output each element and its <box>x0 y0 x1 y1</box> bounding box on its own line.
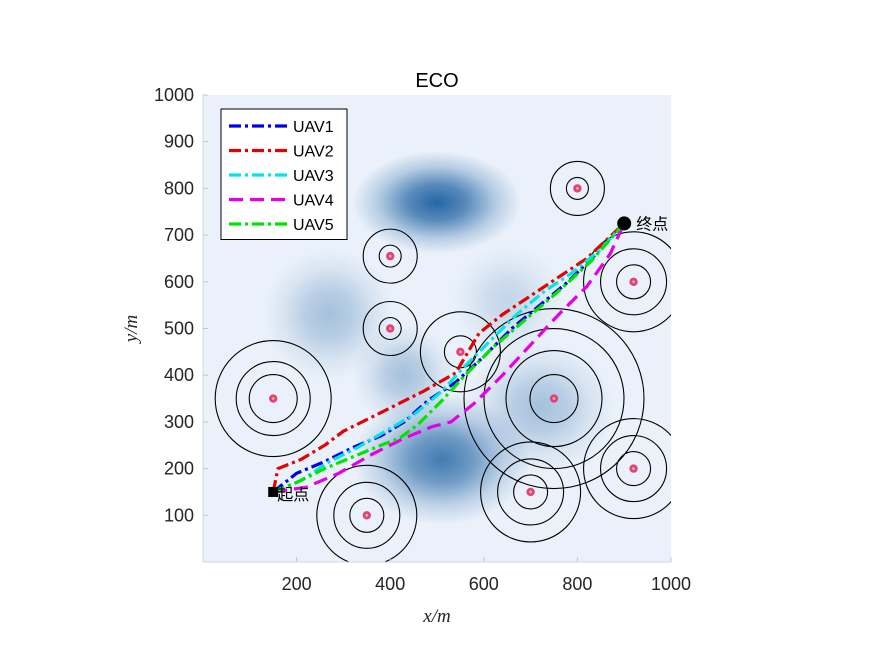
legend: UAV1 UAV2 UAV3 UAV4 UAV5 <box>220 108 348 240</box>
obstacle-center-core <box>632 467 635 470</box>
obstacle-ring <box>600 248 668 316</box>
series-line-uav3 <box>272 222 626 494</box>
legend-label-uav3: UAV3 <box>293 168 334 185</box>
obstacle-ring <box>505 349 603 448</box>
obstacle-ring <box>378 244 402 268</box>
y-tick-label: 400 <box>164 365 194 385</box>
obstacle-ring <box>513 474 549 510</box>
terrain-peak <box>352 323 456 427</box>
legend-label-uav5: UAV5 <box>293 217 334 234</box>
y-tick-label: 1000 <box>154 85 194 105</box>
y-tick-label: 100 <box>164 505 194 525</box>
obstacle-ring <box>349 497 385 533</box>
start-label: 起点 <box>277 485 309 504</box>
obstacle-center-core <box>388 327 392 330</box>
y-tick-label: 300 <box>164 412 194 432</box>
obstacle-ring <box>235 360 311 437</box>
obstacle-layer <box>214 160 671 562</box>
series-layer <box>271 222 626 494</box>
obstacle-ring <box>248 373 298 424</box>
obstacle-ring <box>616 264 652 300</box>
end-label: 终点 <box>636 214 668 233</box>
obstacle-ring <box>600 435 668 503</box>
obstacle-ring <box>378 316 402 341</box>
obstacle-ring <box>419 311 501 393</box>
obstacle-ring <box>565 176 589 200</box>
obstacle-ring <box>583 418 671 520</box>
obstacle-center-core <box>529 490 532 494</box>
obstacle-center-core <box>365 513 369 517</box>
y-tick-label: 700 <box>164 225 194 245</box>
obstacle-ring <box>463 307 645 490</box>
obstacle-ring <box>480 441 582 543</box>
obstacle-ring <box>497 458 565 526</box>
obstacle-center-core <box>576 187 579 190</box>
obstacle-ring <box>316 464 418 562</box>
series-line-uav4 <box>272 222 626 494</box>
terrain-peak <box>451 244 564 357</box>
legend-label-uav1: UAV1 <box>293 119 334 136</box>
x-tick-label: 800 <box>562 574 592 594</box>
y-tick-label: 600 <box>164 272 194 292</box>
obstacle-ring <box>483 327 625 470</box>
obstacle-center-core <box>632 280 635 284</box>
obstacle-ring <box>214 339 332 458</box>
x-tick-label: 600 <box>469 574 499 594</box>
y-tick-label: 200 <box>164 459 194 479</box>
obstacle-ring <box>529 373 579 424</box>
y-tick-label: 900 <box>164 132 194 152</box>
series-line-uav5 <box>272 222 626 494</box>
start-marker <box>268 486 279 497</box>
obstacle-ring <box>362 228 418 284</box>
x-tick-label: 1000 <box>651 574 691 594</box>
x-tick-label: 400 <box>375 574 405 594</box>
obstacle-center-core <box>388 254 392 258</box>
legend-label-uav2: UAV2 <box>293 144 334 161</box>
y-tick-label: 800 <box>164 178 194 198</box>
obstacle-center-core <box>271 397 275 400</box>
terrain-peak <box>465 342 615 474</box>
y-tick-label: 500 <box>164 319 194 339</box>
obstacle-center-core <box>552 397 556 400</box>
terrain-peak <box>352 151 522 254</box>
chart-title: ECO <box>415 70 458 92</box>
obstacle-ring <box>362 300 418 357</box>
endpoint-layer: 起点 终点 <box>268 214 668 504</box>
obstacle-center-core <box>459 350 462 354</box>
obstacle-ring <box>549 160 605 216</box>
x-axis-label: x/m <box>422 606 450 627</box>
obstacle-ring <box>333 481 401 549</box>
end-marker <box>617 216 632 231</box>
obstacle-ring <box>616 451 652 487</box>
series-line-uav2 <box>271 222 626 493</box>
legend-label-uav4: UAV4 <box>293 193 334 210</box>
y-axis-label: y/m <box>121 315 142 344</box>
obstacle-ring <box>583 231 671 333</box>
x-tick-label: 200 <box>282 574 312 594</box>
axes: 200 400 600 800 1000 100 200 300 400 500 600 700 800… <box>154 85 691 594</box>
